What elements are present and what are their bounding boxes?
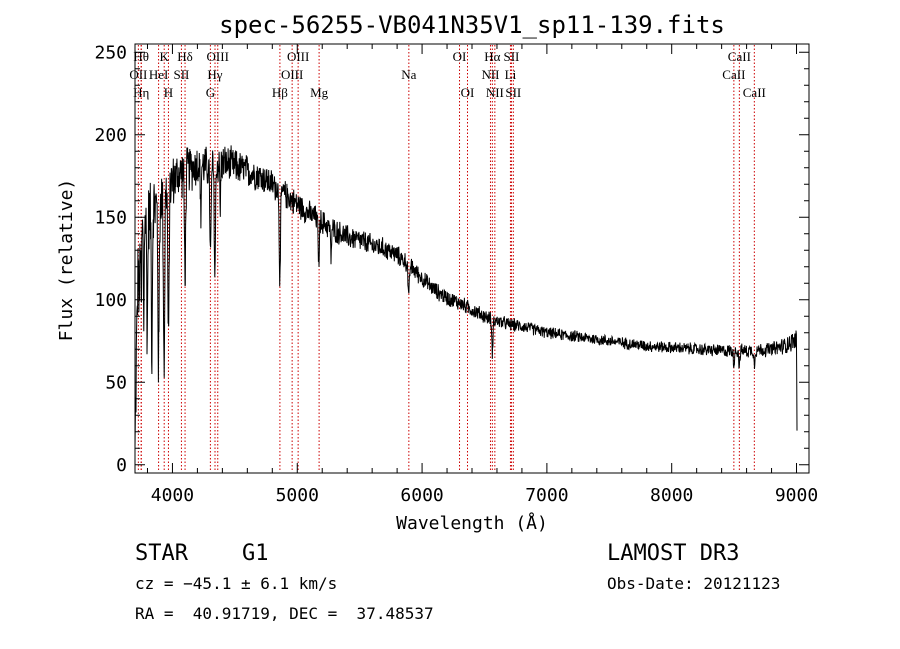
coordinates: RA = 40.91719, DEC = 37.48537 bbox=[135, 604, 434, 623]
spectrum-line bbox=[134, 145, 798, 448]
line-marker-label: Li bbox=[505, 67, 517, 82]
line-marker-label: CaII bbox=[743, 85, 766, 100]
line-markers bbox=[137, 45, 755, 472]
line-marker-label: OIII bbox=[281, 67, 303, 82]
line-marker-label: NII bbox=[481, 67, 499, 82]
line-marker-label: OI bbox=[453, 49, 467, 64]
line-marker-label: Na bbox=[401, 67, 416, 82]
y-tick-label: 200 bbox=[94, 125, 127, 146]
line-marker-label: OIII bbox=[207, 49, 229, 64]
y-tick-label: 250 bbox=[94, 42, 127, 63]
line-marker-label: NII bbox=[486, 85, 504, 100]
object-class: STAR bbox=[135, 541, 189, 566]
line-marker-label: Hα bbox=[484, 49, 500, 64]
line-marker-label: CaII bbox=[728, 49, 751, 64]
y-tick-label: 50 bbox=[105, 372, 127, 393]
obs-date: Obs-Date: 20121123 bbox=[607, 574, 780, 593]
x-tick-label: 4000 bbox=[151, 485, 194, 506]
line-marker-label: OII bbox=[129, 67, 147, 82]
x-tick-label: 9000 bbox=[775, 485, 818, 506]
line-marker-label: Hθ bbox=[133, 49, 149, 64]
line-marker-label: G bbox=[206, 85, 215, 100]
line-marker-labels: OIIHθHηHeIKHSIIHδGHγOIIIHβOIIIOIIIMgNaOI… bbox=[129, 49, 766, 100]
x-tick-label: 7000 bbox=[525, 485, 568, 506]
plot-frame bbox=[134, 43, 810, 474]
y-axis-ticks: 0 50 100 150 200 250 bbox=[94, 42, 809, 476]
line-marker-label: SII bbox=[505, 85, 521, 100]
y-tick-label: 100 bbox=[94, 290, 127, 311]
y-tick-label: 150 bbox=[94, 207, 127, 228]
line-marker-label: H bbox=[164, 85, 173, 100]
x-axis-ticks: 4000 5000 6000 7000 8000 9000 bbox=[146, 44, 818, 506]
chart-title: spec-56255-VB041N35V1_sp11-139.fits bbox=[219, 11, 725, 39]
y-axis-label: Flux (relative) bbox=[56, 179, 77, 342]
line-marker-label: Hβ bbox=[272, 85, 288, 100]
line-marker-label: Hη bbox=[133, 85, 149, 100]
y-tick-label: 0 bbox=[116, 455, 127, 476]
line-marker-label: Mg bbox=[310, 85, 329, 100]
line-marker-label: HeI bbox=[149, 67, 169, 82]
line-marker-label: OIII bbox=[287, 49, 309, 64]
line-marker-label: SII bbox=[173, 67, 189, 82]
line-marker-label: SII bbox=[503, 49, 519, 64]
line-marker-label: OI bbox=[461, 85, 475, 100]
object-subclass: G1 bbox=[242, 541, 269, 566]
line-marker-label: K bbox=[160, 49, 170, 64]
line-marker-label: CaII bbox=[722, 67, 745, 82]
x-tick-label: 8000 bbox=[650, 485, 693, 506]
survey-name: LAMOST DR3 bbox=[607, 541, 739, 566]
x-axis-label: Wavelength (Å) bbox=[396, 512, 548, 534]
x-tick-label: 5000 bbox=[276, 485, 319, 506]
line-marker-label: Hγ bbox=[207, 67, 222, 82]
line-marker-label: Hδ bbox=[177, 49, 193, 64]
redshift-info: cz = −45.1 ± 6.1 km/s bbox=[135, 574, 337, 593]
x-tick-label: 6000 bbox=[400, 485, 443, 506]
